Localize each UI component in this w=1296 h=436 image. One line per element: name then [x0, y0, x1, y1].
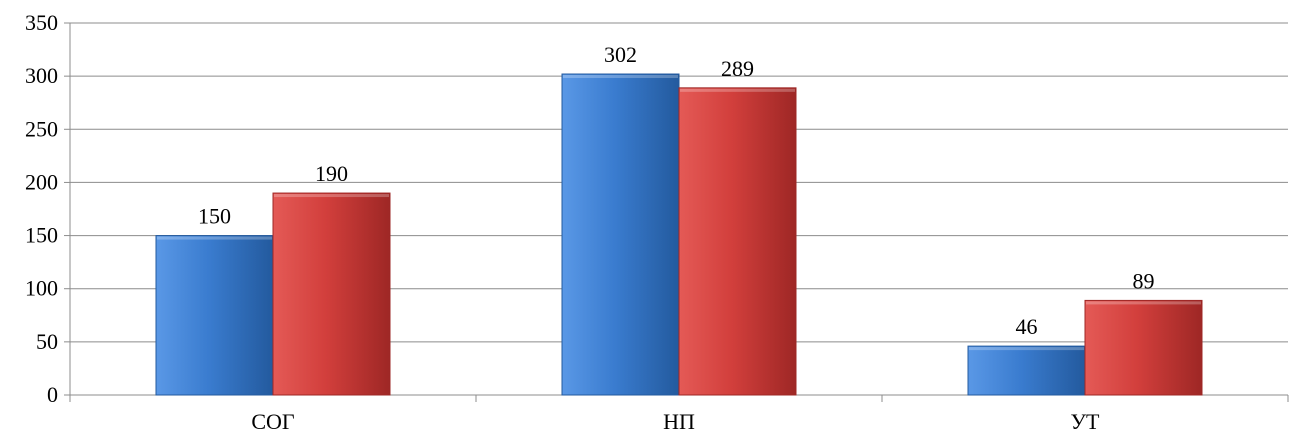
data-label: 302 [604, 42, 637, 67]
bar-series1-УТ [967, 345, 1086, 396]
bar-series1-СОГ [155, 235, 274, 396]
y-tick-label: 0 [47, 382, 58, 407]
bar-series2-УТ [1084, 299, 1203, 396]
bar-series2-СОГ [272, 192, 391, 396]
bar-bevel [157, 236, 272, 240]
x-category-label: НП [663, 409, 695, 434]
data-label: 150 [198, 204, 231, 229]
data-label: 46 [1016, 314, 1038, 339]
data-label: 190 [315, 161, 348, 186]
labels: 0 50 100 150 200 250 300 350 150 190 СОГ 302 289 НП 46… [25, 10, 1155, 434]
y-tick-label: 150 [25, 223, 58, 248]
y-tick-label: 350 [25, 10, 58, 35]
y-tick-label: 200 [25, 169, 58, 194]
x-category-label: УТ [1070, 409, 1100, 434]
bar-series2-НП [678, 87, 797, 396]
bar-bevel [563, 75, 678, 79]
bar-bevel [1086, 301, 1201, 305]
bar-bevel [969, 347, 1084, 351]
bar-bevel [680, 88, 795, 92]
y-tick-label: 300 [25, 63, 58, 88]
data-label: 89 [1133, 268, 1155, 293]
bar-bevel [274, 194, 389, 198]
y-tick-label: 100 [25, 276, 58, 301]
y-tick-label: 50 [36, 329, 58, 354]
bars [155, 73, 1203, 396]
data-label: 289 [721, 56, 754, 81]
x-category-label: СОГ [251, 409, 295, 434]
y-tick-label: 250 [25, 116, 58, 141]
bar-series1-НП [561, 73, 680, 396]
